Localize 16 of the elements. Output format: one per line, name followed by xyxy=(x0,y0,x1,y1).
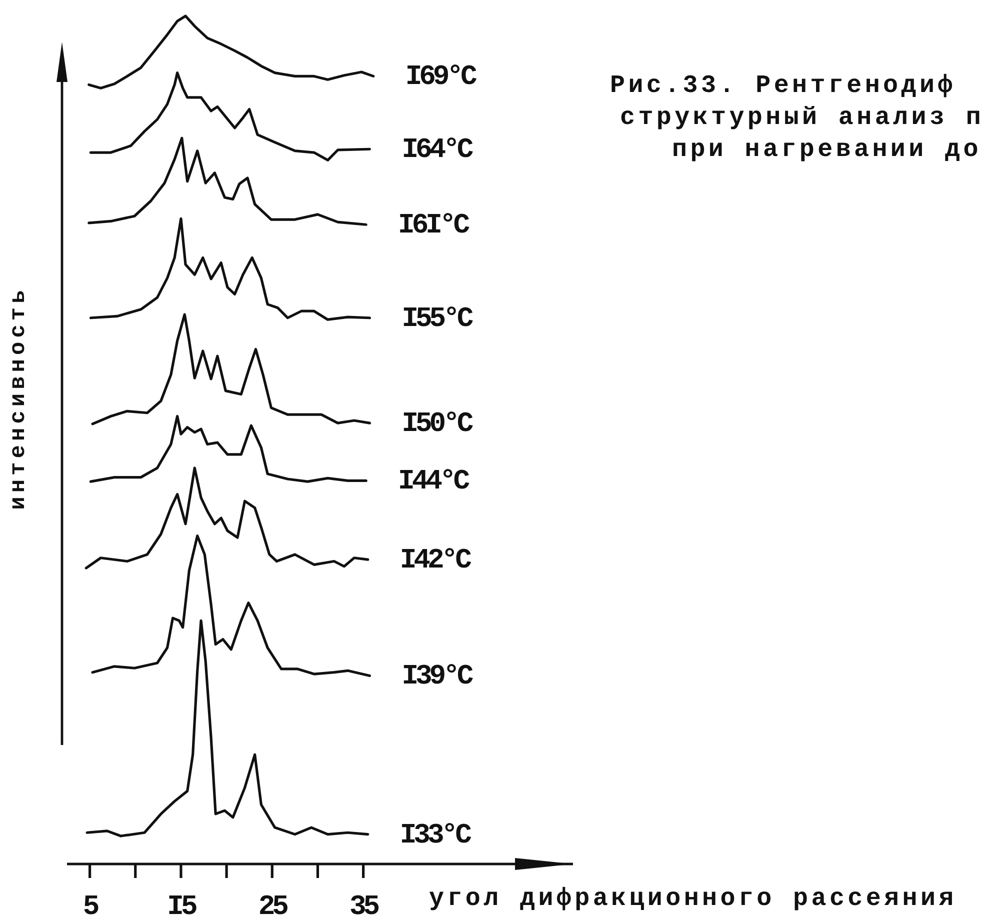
x-tick-label: 5 xyxy=(82,892,99,922)
text: Рис.33. Рентгенодиф структурный анализ п при нагревании до xyxy=(610,71,984,164)
x-tick-label: I5 xyxy=(167,892,197,922)
series-label: I6I°C xyxy=(398,210,470,242)
series-label: I44°C xyxy=(398,466,470,498)
series-label: I50°C xyxy=(402,409,474,440)
series-label: I69°C xyxy=(405,62,478,94)
series-label: I64°C xyxy=(402,135,474,166)
y-axis-title: интенсивность xyxy=(6,286,31,510)
x-tick-label: 25 xyxy=(258,892,288,922)
series-label: I33°C xyxy=(400,820,472,852)
series-label: I39°C xyxy=(402,662,474,693)
x-tick-label: 35 xyxy=(350,892,380,922)
series-label: I42°C xyxy=(400,546,472,577)
series-label: I55°C xyxy=(402,304,474,335)
x-axis-title: угол дифракционного рассеяния xyxy=(429,884,957,913)
